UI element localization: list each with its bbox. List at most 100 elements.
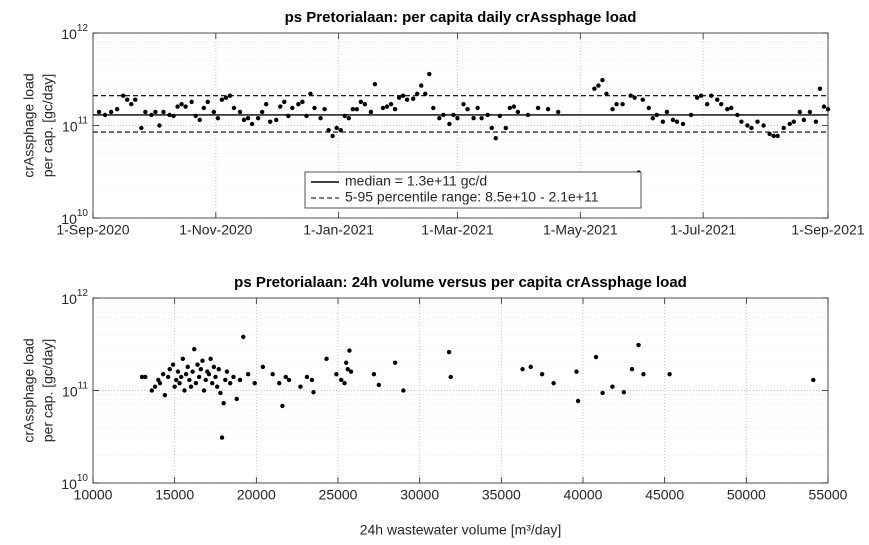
data-point	[698, 93, 704, 98]
data-point	[811, 377, 816, 383]
data-point	[346, 115, 351, 121]
data-point	[241, 334, 246, 340]
data-point	[404, 97, 410, 102]
data-point	[485, 112, 490, 118]
data-point	[318, 115, 323, 121]
data-point	[338, 127, 343, 133]
data-point	[304, 113, 309, 119]
axes-frame	[92, 32, 829, 219]
data-point	[185, 364, 190, 370]
data-point	[427, 71, 432, 77]
data-point	[304, 374, 310, 380]
data-point	[108, 109, 114, 115]
y-axis-label: crAssphage load	[21, 73, 37, 177]
data-point	[350, 107, 355, 112]
data-point	[311, 389, 316, 395]
data-point	[372, 81, 378, 87]
data-point	[179, 374, 184, 380]
data-point	[197, 117, 202, 123]
data-point	[461, 101, 466, 107]
data-point	[263, 101, 269, 107]
data-point	[354, 107, 359, 112]
data-point	[219, 435, 225, 440]
data-point	[614, 101, 619, 107]
y-tick-exponent: 11	[78, 115, 89, 126]
data-point	[688, 112, 694, 118]
data-point	[188, 384, 194, 389]
y-tick-base: 10	[61, 476, 77, 492]
data-point	[277, 380, 282, 386]
legend	[304, 171, 642, 209]
data-point	[237, 377, 243, 383]
data-point	[636, 342, 641, 348]
data-point	[206, 372, 212, 377]
data-point	[715, 97, 720, 102]
x-tick-label: 15000	[155, 487, 194, 503]
data-point	[348, 369, 354, 374]
data-point	[641, 372, 646, 377]
data-point	[175, 369, 181, 374]
x-tick-label: 1-Nov-2020	[179, 222, 252, 238]
data-point	[401, 388, 406, 393]
data-point	[280, 403, 285, 409]
x-tick-label: 1-Sep-2021	[791, 222, 864, 238]
data-point	[245, 372, 251, 377]
data-point	[347, 348, 352, 353]
data-point	[610, 107, 615, 112]
data-point	[121, 93, 126, 98]
data-point	[525, 112, 531, 118]
data-point	[245, 115, 251, 121]
data-point	[157, 380, 163, 386]
y-tick-exponent: 12	[77, 23, 89, 34]
data-point	[755, 119, 760, 124]
data-point	[640, 97, 645, 102]
y-tick-label: 1010	[61, 473, 88, 492]
data-point	[629, 366, 635, 372]
data-point	[211, 364, 217, 370]
data-point	[290, 105, 295, 111]
data-point	[368, 109, 374, 115]
data-point	[535, 105, 541, 111]
data-point	[205, 99, 210, 105]
data-point	[234, 396, 239, 402]
data-point	[192, 346, 197, 352]
data-point	[415, 91, 420, 97]
data-point	[324, 356, 329, 362]
data-point	[308, 91, 313, 97]
data-point	[334, 372, 339, 377]
data-point	[528, 364, 533, 370]
data-point	[211, 109, 217, 115]
data-point	[410, 96, 416, 101]
data-point	[610, 384, 615, 389]
data-point	[174, 377, 179, 383]
data-point	[296, 101, 301, 107]
data-point	[465, 107, 470, 112]
data-point	[213, 374, 218, 380]
y-tick-exponent: 10	[77, 208, 89, 219]
x-tick-label: 55000	[809, 487, 848, 503]
data-point	[157, 123, 162, 128]
data-point	[817, 86, 823, 91]
data-point	[596, 83, 601, 88]
data-point	[268, 119, 273, 124]
data-point	[503, 125, 509, 131]
data-point	[455, 115, 460, 121]
data-point	[620, 101, 625, 107]
data-point	[592, 86, 597, 91]
data-point	[497, 113, 502, 119]
data-point	[96, 109, 102, 115]
data-point	[283, 374, 288, 380]
data-point	[201, 105, 206, 111]
data-point	[208, 356, 213, 362]
y-tick-base: 10	[61, 291, 77, 307]
data-point	[821, 104, 827, 109]
data-point	[190, 369, 195, 374]
data-point	[153, 109, 158, 115]
data-point	[479, 115, 484, 121]
x-tick-label: 25000	[319, 487, 358, 503]
data-point	[171, 113, 176, 119]
data-point	[650, 115, 656, 121]
data-point	[384, 104, 390, 109]
data-point	[396, 95, 402, 100]
data-point	[813, 119, 819, 124]
